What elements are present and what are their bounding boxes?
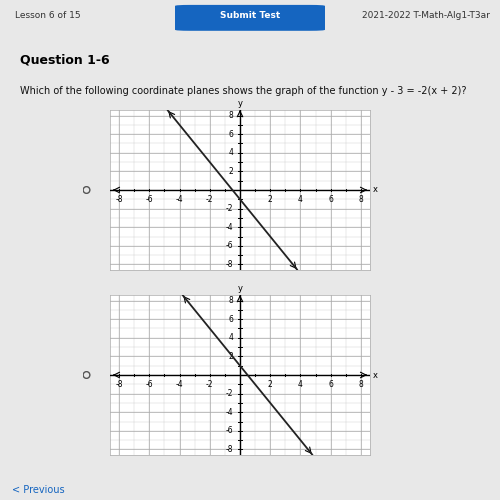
Text: x: x bbox=[373, 370, 378, 380]
Text: 2: 2 bbox=[228, 352, 233, 361]
Text: 8: 8 bbox=[358, 195, 364, 204]
Text: 6: 6 bbox=[328, 195, 333, 204]
Text: 2: 2 bbox=[268, 195, 272, 204]
Text: 4: 4 bbox=[228, 148, 233, 158]
Text: 8: 8 bbox=[358, 380, 364, 389]
Text: -4: -4 bbox=[176, 380, 184, 389]
Text: -6: -6 bbox=[146, 380, 153, 389]
Text: 2021-2022 T-Math-Alg1-T3ar: 2021-2022 T-Math-Alg1-T3ar bbox=[362, 11, 490, 20]
Text: 2: 2 bbox=[268, 380, 272, 389]
Text: -8: -8 bbox=[226, 260, 233, 269]
Text: Which of the following coordinate planes shows the graph of the function y - 3 =: Which of the following coordinate planes… bbox=[20, 86, 466, 96]
Text: -8: -8 bbox=[226, 445, 233, 454]
Text: -2: -2 bbox=[226, 389, 233, 398]
Text: 6: 6 bbox=[228, 130, 233, 138]
Text: -6: -6 bbox=[226, 242, 233, 250]
Text: y: y bbox=[238, 284, 242, 293]
Text: -4: -4 bbox=[176, 195, 184, 204]
Text: -4: -4 bbox=[226, 408, 233, 416]
Text: 4: 4 bbox=[298, 380, 303, 389]
Text: 8: 8 bbox=[228, 111, 233, 120]
Text: Lesson 6 of 15: Lesson 6 of 15 bbox=[15, 11, 80, 20]
Text: Submit Test: Submit Test bbox=[220, 11, 280, 20]
Text: -8: -8 bbox=[116, 195, 123, 204]
Text: < Previous: < Previous bbox=[12, 485, 64, 495]
Text: -6: -6 bbox=[226, 426, 233, 436]
Text: -8: -8 bbox=[116, 380, 123, 389]
FancyBboxPatch shape bbox=[175, 5, 325, 31]
Text: 2: 2 bbox=[228, 167, 233, 176]
Text: y: y bbox=[238, 99, 242, 108]
Text: -2: -2 bbox=[206, 380, 214, 389]
Text: 6: 6 bbox=[228, 314, 233, 324]
Text: -2: -2 bbox=[206, 195, 214, 204]
Text: 4: 4 bbox=[228, 334, 233, 342]
Text: -2: -2 bbox=[226, 204, 233, 213]
Text: -6: -6 bbox=[146, 195, 153, 204]
Text: 4: 4 bbox=[298, 195, 303, 204]
Text: -4: -4 bbox=[226, 222, 233, 232]
Text: 8: 8 bbox=[228, 296, 233, 305]
Text: 6: 6 bbox=[328, 380, 333, 389]
Text: Question 1-6: Question 1-6 bbox=[20, 54, 110, 66]
Text: x: x bbox=[373, 186, 378, 194]
